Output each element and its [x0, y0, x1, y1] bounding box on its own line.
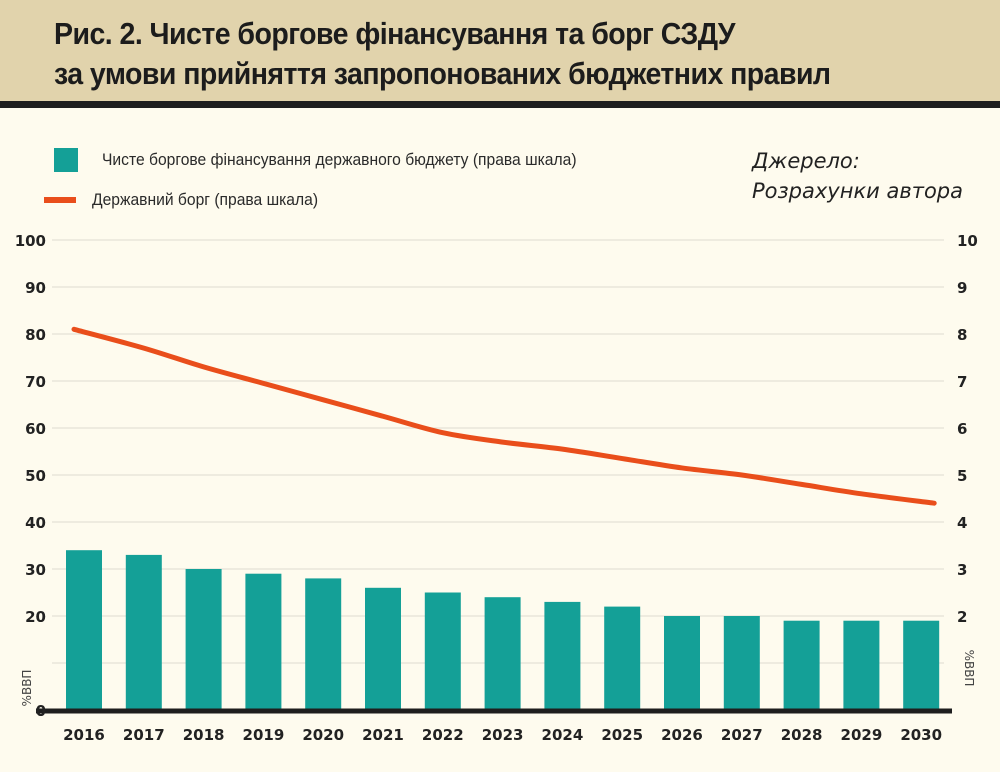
x-tick-label: 2024	[542, 726, 584, 744]
left-tick-label: 50	[25, 467, 46, 485]
bar-2017	[125, 554, 162, 710]
bar-2020	[305, 578, 342, 710]
x-tick-label: 2028	[781, 726, 823, 744]
legend-label-debt: Державний борг (права шкала)	[92, 190, 319, 209]
x-tick-label: 2026	[661, 726, 703, 744]
left-axis-ticks: 0 20 30 40 50 60 70 80 90 100	[15, 232, 46, 720]
bar-2025	[604, 606, 641, 710]
debt-line	[71, 326, 937, 506]
bar-2019	[245, 573, 282, 710]
bar-2028	[783, 620, 820, 710]
bar-2027	[723, 616, 760, 710]
left-tick-label: 60	[25, 420, 46, 438]
left-tick-label: 30	[25, 561, 46, 579]
right-tick-label: 8	[957, 326, 967, 344]
left-axis-label: %ВВП	[20, 670, 34, 707]
bar-2024	[544, 601, 581, 710]
left-tick-label: 40	[25, 514, 46, 532]
right-tick-label: 3	[957, 561, 967, 579]
source-label: Джерело:	[752, 149, 860, 173]
header-rule	[0, 101, 1000, 108]
legend-item-debt: Державний борг (права шкала)	[44, 188, 618, 212]
bar-2030	[903, 620, 940, 710]
x-tick-label: 2021	[362, 726, 404, 744]
source-text: Розрахунки автора	[752, 179, 963, 203]
right-tick-label: 2	[957, 608, 967, 626]
bar-2029	[843, 620, 880, 710]
bar-2023	[484, 597, 521, 710]
x-tick-label: 2023	[482, 726, 524, 744]
right-tick-label: 4	[957, 514, 967, 532]
left-tick-label: 90	[25, 279, 46, 297]
bar-2026	[664, 616, 700, 710]
x-tick-label: 2030	[900, 726, 942, 744]
x-tick-label: 2022	[422, 726, 464, 744]
right-axis-label: %ВВП	[962, 650, 976, 687]
legend-label-financing: Чисте боргове фінансування державного бю…	[102, 150, 577, 169]
x-tick-label: 2017	[123, 726, 165, 744]
right-tick-label: 6	[957, 420, 967, 438]
x-tick-label: 2025	[601, 726, 643, 744]
bar-2016	[66, 550, 102, 710]
header-band	[0, 0, 1000, 101]
left-tick-label: 0	[36, 702, 46, 720]
left-tick-label: 20	[25, 608, 46, 626]
chart-title: Рис. 2. Чисте боргове фінансування та бо…	[54, 14, 831, 94]
x-tick-label: 2029	[841, 726, 883, 744]
left-tick-label: 80	[25, 326, 46, 344]
source-note: Джерело: Розрахунки автора	[752, 146, 963, 206]
left-tick-label: 70	[25, 373, 46, 391]
legend-swatch-line	[44, 197, 76, 203]
right-axis-ticks: 2 3 4 5 6 7 8 9 10	[957, 232, 978, 626]
legend-swatch-bar	[54, 148, 78, 172]
x-axis-ticks: 2016 2017 2018 2019 2020 2021 2022 2023 2024 2025…	[63, 726, 942, 744]
right-tick-label: 5	[957, 467, 967, 485]
x-tick-label: 2018	[183, 726, 225, 744]
bar-2021	[365, 587, 401, 710]
bars	[66, 550, 940, 710]
x-tick-label: 2020	[302, 726, 344, 744]
bar-2018	[185, 569, 222, 710]
x-tick-label: 2016	[63, 726, 105, 744]
legend: Чисте боргове фінансування державного бю…	[44, 148, 618, 228]
x-tick-label: 2027	[721, 726, 763, 744]
right-tick-label: 7	[957, 373, 967, 391]
left-tick-label: 100	[15, 232, 46, 250]
title-line-2: за умови прийняття запропонованих бюджет…	[54, 56, 831, 91]
bar-2022	[424, 592, 461, 710]
legend-item-financing: Чисте боргове фінансування державного бю…	[54, 148, 618, 172]
right-tick-label: 10	[957, 232, 978, 250]
title-line-1: Рис. 2. Чисте боргове фінансування та бо…	[54, 16, 736, 51]
x-tick-label: 2019	[243, 726, 285, 744]
right-tick-label: 9	[957, 279, 967, 297]
